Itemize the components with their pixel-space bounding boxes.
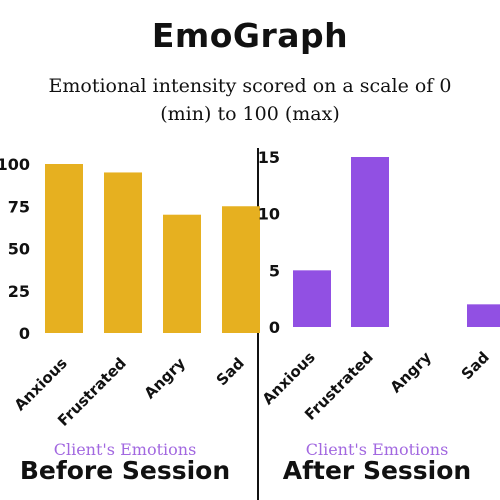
before-xtick-label: Sad [213,354,248,389]
before-bar-frustrated [104,172,142,333]
after-bar-frustrated [351,157,389,327]
before-ytick-label: 75 [8,197,30,216]
after-caption-title: After Session [282,456,472,485]
before-ytick-label: 25 [8,282,30,301]
after-ytick-label: 5 [269,261,280,280]
after-ytick-label: 15 [258,148,280,167]
after-xtick-label: Angry [387,348,435,396]
after-ytick-label: 0 [269,318,280,337]
chart-title: EmoGraph [151,16,349,55]
chart-subtitle: Emotional intensity scored on a scale of… [48,75,452,125]
before-xtick-label: Angry [141,354,189,402]
before-ytick-label: 50 [8,240,30,259]
before-caption-title: Before Session [19,456,231,485]
after-bar-anxious [293,270,331,327]
before-bar-angry [163,214,201,333]
before-xtick-label: Anxious [11,354,71,414]
after-ytick-label: 10 [258,205,280,224]
after-caption-subtitle: Client's Emotions [305,440,449,459]
after-xtick-label: Anxious [259,348,319,408]
before-caption-subtitle: Client's Emotions [53,440,197,459]
before-ytick-label: 100 [0,155,30,174]
after-bar-sad [467,304,500,327]
before-ytick-label: 0 [19,324,30,343]
after-xtick-label: Sad [458,348,493,383]
before-bar-sad [222,206,260,333]
before-bar-anxious [45,164,83,333]
